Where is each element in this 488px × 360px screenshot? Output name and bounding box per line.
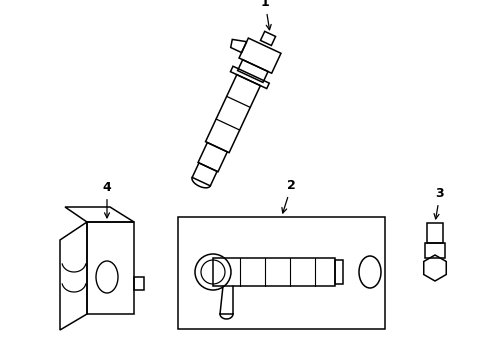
Text: 1: 1: [260, 0, 271, 30]
Bar: [213, 258, 334, 286]
Text: 4: 4: [102, 181, 111, 218]
Bar: [334, 260, 342, 284]
Text: 3: 3: [433, 187, 444, 219]
Bar: [178, 217, 384, 329]
Text: 2: 2: [281, 179, 295, 213]
